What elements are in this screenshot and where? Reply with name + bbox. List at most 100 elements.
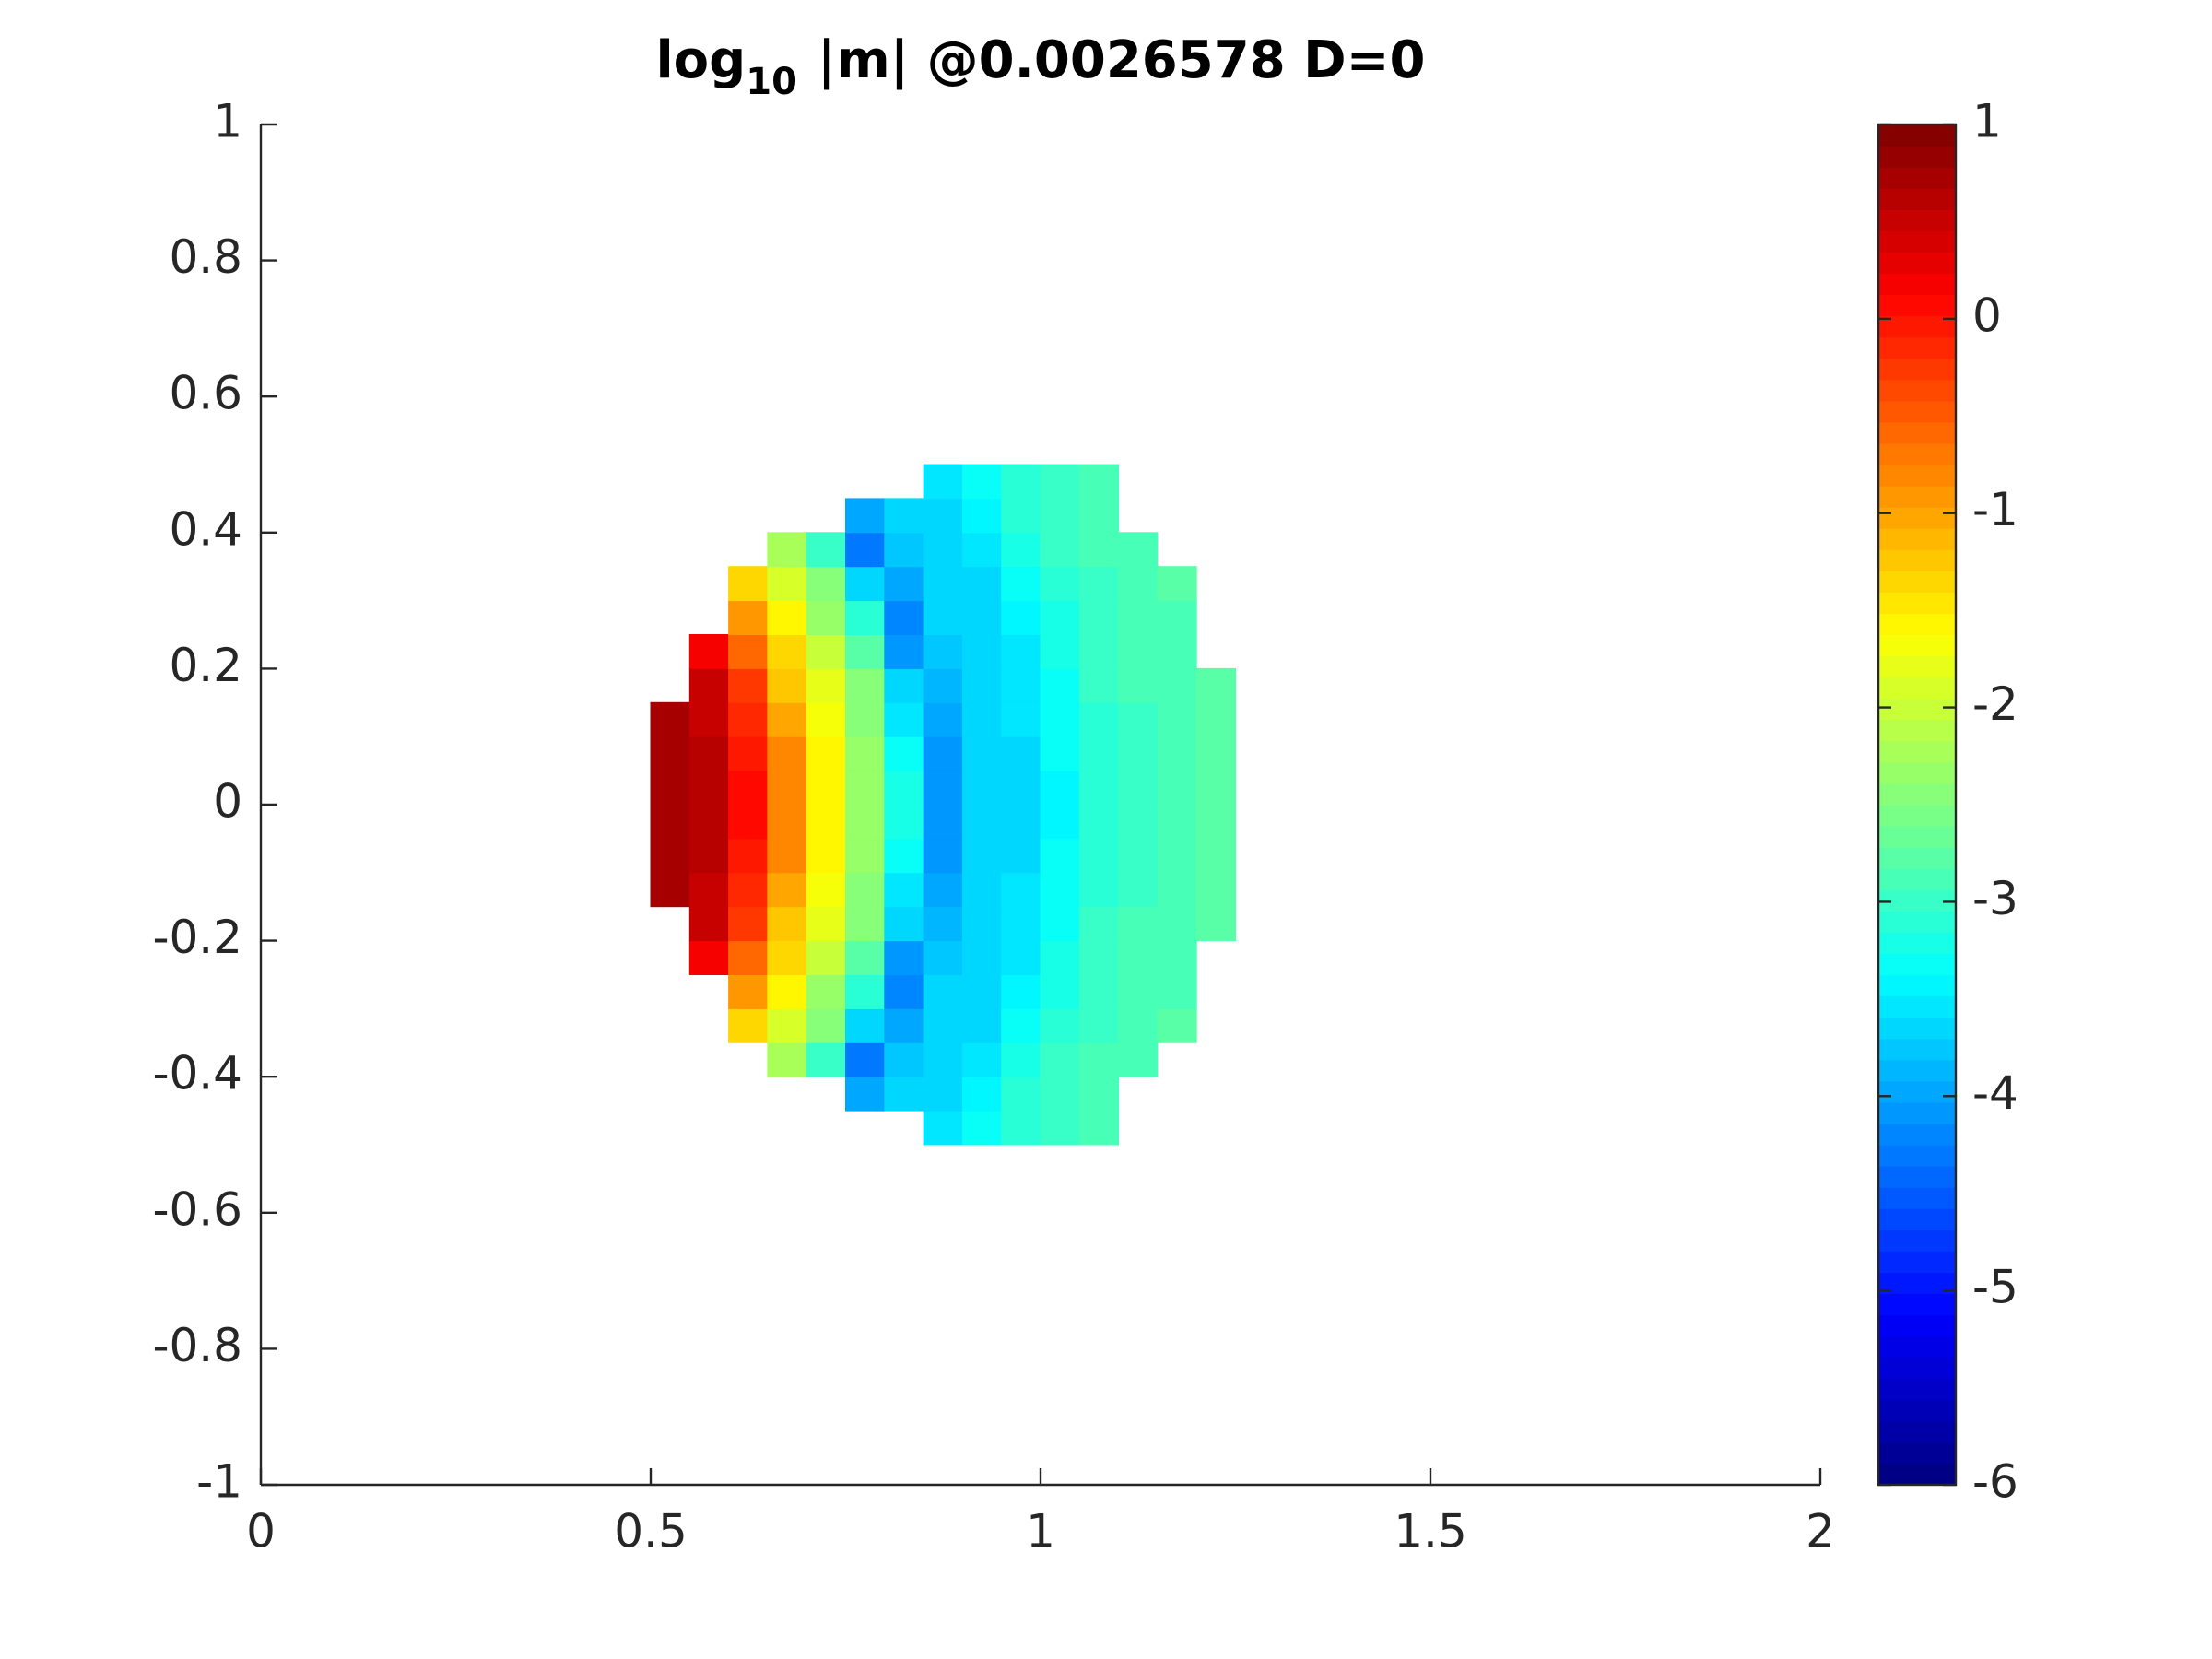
cell — [1078, 804, 1120, 840]
cell — [1118, 667, 1159, 703]
cell — [650, 701, 690, 737]
cell — [688, 667, 730, 703]
cell — [923, 1076, 963, 1112]
cell — [1078, 1007, 1120, 1043]
colorbar-band — [1878, 507, 1956, 529]
cell — [845, 1041, 886, 1077]
colorbar-band — [1878, 188, 1956, 210]
cell — [1078, 906, 1120, 942]
cell — [1040, 634, 1080, 669]
cell — [767, 940, 807, 975]
cell — [961, 1110, 1003, 1146]
cell — [728, 701, 769, 737]
cell — [650, 838, 690, 874]
colorbar-tick-label: 0 — [1972, 288, 2002, 342]
cell — [1001, 940, 1041, 975]
colorbar-band — [1878, 889, 1956, 912]
cell — [1040, 498, 1080, 534]
cell — [1001, 906, 1041, 942]
cell — [1040, 1076, 1080, 1112]
colorbar-band — [1878, 826, 1956, 848]
colorbar-band — [1878, 486, 1956, 508]
colorbar-band — [1878, 719, 1956, 742]
cell — [806, 804, 847, 840]
cell — [845, 498, 886, 534]
cell — [650, 770, 690, 806]
y-tick-label: 0.8 — [169, 230, 242, 284]
cell — [1157, 974, 1197, 1009]
colorbar-band — [1878, 1272, 1956, 1295]
cell — [961, 1007, 1003, 1043]
colorbar-band — [1878, 677, 1956, 700]
colorbar-band — [1878, 634, 1956, 657]
colorbar-band — [1878, 273, 1956, 296]
cell — [1118, 634, 1159, 669]
cell — [1001, 1076, 1041, 1112]
cell — [728, 735, 769, 771]
cell — [1157, 634, 1197, 669]
colorbar-band — [1878, 421, 1956, 444]
colorbar-band — [1878, 379, 1956, 402]
x-tick-label: 2 — [1806, 1505, 1835, 1559]
cell — [1118, 600, 1159, 635]
cell — [1040, 872, 1080, 908]
cell — [728, 940, 769, 975]
cell — [845, 1076, 886, 1112]
cell — [1001, 872, 1041, 908]
cell — [961, 667, 1003, 703]
cell — [767, 1041, 807, 1077]
cell — [1078, 940, 1120, 975]
cell — [1078, 974, 1120, 1009]
cell — [806, 1007, 847, 1043]
cell — [884, 735, 924, 771]
cell — [1157, 566, 1197, 602]
y-tick-label: 0.4 — [169, 502, 242, 556]
colorbar-band — [1878, 549, 1956, 571]
cell — [1195, 838, 1236, 874]
y-tick-label: -0.6 — [152, 1182, 242, 1236]
cell — [884, 770, 924, 806]
cell — [845, 532, 886, 568]
cell — [845, 974, 886, 1009]
cell — [923, 600, 963, 635]
colorbar-band — [1878, 167, 1956, 189]
cell — [767, 634, 807, 669]
title-rest: |m| @0.0026578 D=0 — [818, 30, 1426, 90]
cell — [845, 872, 886, 908]
colorbar-band — [1878, 358, 1956, 381]
cell — [728, 974, 769, 1009]
colorbar-band — [1878, 1420, 1956, 1443]
cell — [650, 804, 690, 840]
colorbar-band — [1878, 1038, 1956, 1061]
cell — [845, 804, 886, 840]
cell — [1157, 667, 1197, 703]
colorbar-band — [1878, 1357, 1956, 1380]
cell — [1157, 701, 1197, 737]
cell — [845, 600, 886, 635]
cell — [1078, 735, 1120, 771]
cell — [845, 940, 886, 975]
cell — [923, 1110, 963, 1146]
cell — [923, 735, 963, 771]
cell — [1195, 770, 1236, 806]
cell — [1078, 600, 1120, 635]
cell — [961, 940, 1003, 975]
cell — [884, 940, 924, 975]
cell — [767, 1007, 807, 1043]
cell — [806, 532, 847, 568]
cell — [884, 804, 924, 840]
cell — [961, 735, 1003, 771]
cell — [688, 634, 730, 669]
y-tick-label: 1 — [213, 95, 242, 148]
cell — [1001, 974, 1041, 1009]
cell — [923, 634, 963, 669]
cell — [1040, 1007, 1080, 1043]
cell — [1040, 1110, 1080, 1146]
cell — [845, 701, 886, 737]
cell — [688, 838, 730, 874]
cell — [728, 566, 769, 602]
cell — [923, 770, 963, 806]
colorbar-band — [1878, 146, 1956, 168]
cell — [1040, 838, 1080, 874]
cell — [923, 804, 963, 840]
